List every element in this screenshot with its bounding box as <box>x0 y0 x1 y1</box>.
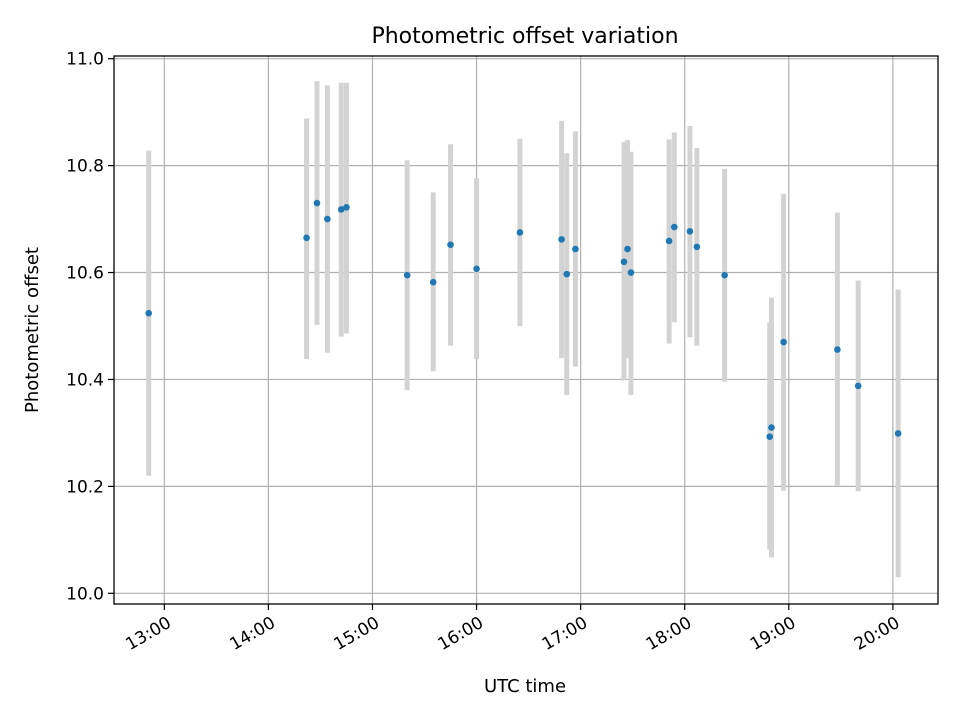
data-point <box>620 258 628 266</box>
x-tick-label: 15:00 <box>331 613 383 655</box>
data-point <box>572 245 579 253</box>
data-point <box>343 204 350 211</box>
data-point <box>563 270 571 278</box>
data-point <box>473 265 480 273</box>
data-point <box>686 228 694 235</box>
data-point <box>303 234 310 242</box>
error-bars <box>146 81 901 578</box>
chart-title: Photometric offset variation <box>371 24 678 49</box>
y-tick-label: 10.0 <box>66 584 104 604</box>
data-point <box>145 309 152 317</box>
data-point <box>721 271 728 279</box>
plot-frame <box>113 55 939 605</box>
x-tick-label: 18:00 <box>643 613 695 655</box>
x-tick-label: 16:00 <box>435 613 487 655</box>
y-tick-label: 10.6 <box>66 264 104 284</box>
data-point <box>403 271 411 279</box>
grid-lines <box>114 56 938 604</box>
data-point <box>693 243 701 251</box>
data-point <box>337 206 345 213</box>
x-axis-label: UTC time <box>484 676 566 697</box>
x-tick-label: 14:00 <box>226 613 278 655</box>
x-tick-label: 17:00 <box>539 613 591 655</box>
data-point <box>313 199 321 207</box>
y-tick-label: 11.0 <box>66 50 104 70</box>
data-point <box>834 346 841 353</box>
x-tick-label: 19:00 <box>747 613 799 655</box>
data-point <box>624 245 631 253</box>
y-axis-ticks: 10.0 10.2 10.4 10.6 10.8 11.0 <box>66 50 114 604</box>
data-points <box>145 199 902 440</box>
data-point <box>894 430 902 437</box>
data-point <box>447 241 454 249</box>
data-point <box>671 223 678 231</box>
data-point <box>854 382 862 390</box>
data-point <box>665 237 673 245</box>
data-point <box>780 338 787 346</box>
x-axis-ticks: 13:00 14:00 15:00 16:00 17:00 18:00 19:00 20:00 <box>122 604 903 655</box>
x-tick-label: 13:00 <box>122 613 174 655</box>
data-point <box>627 269 635 276</box>
y-axis-label: Photometric offset <box>22 247 43 413</box>
y-tick-label: 10.8 <box>66 157 104 177</box>
data-point <box>768 424 775 431</box>
data-point <box>429 278 437 286</box>
data-point <box>324 215 331 223</box>
data-point <box>766 433 774 440</box>
data-point <box>516 229 524 236</box>
x-tick-label: 20:00 <box>851 613 903 655</box>
data-point <box>558 236 565 243</box>
y-tick-label: 10.2 <box>66 477 104 497</box>
y-tick-label: 10.4 <box>66 370 104 390</box>
